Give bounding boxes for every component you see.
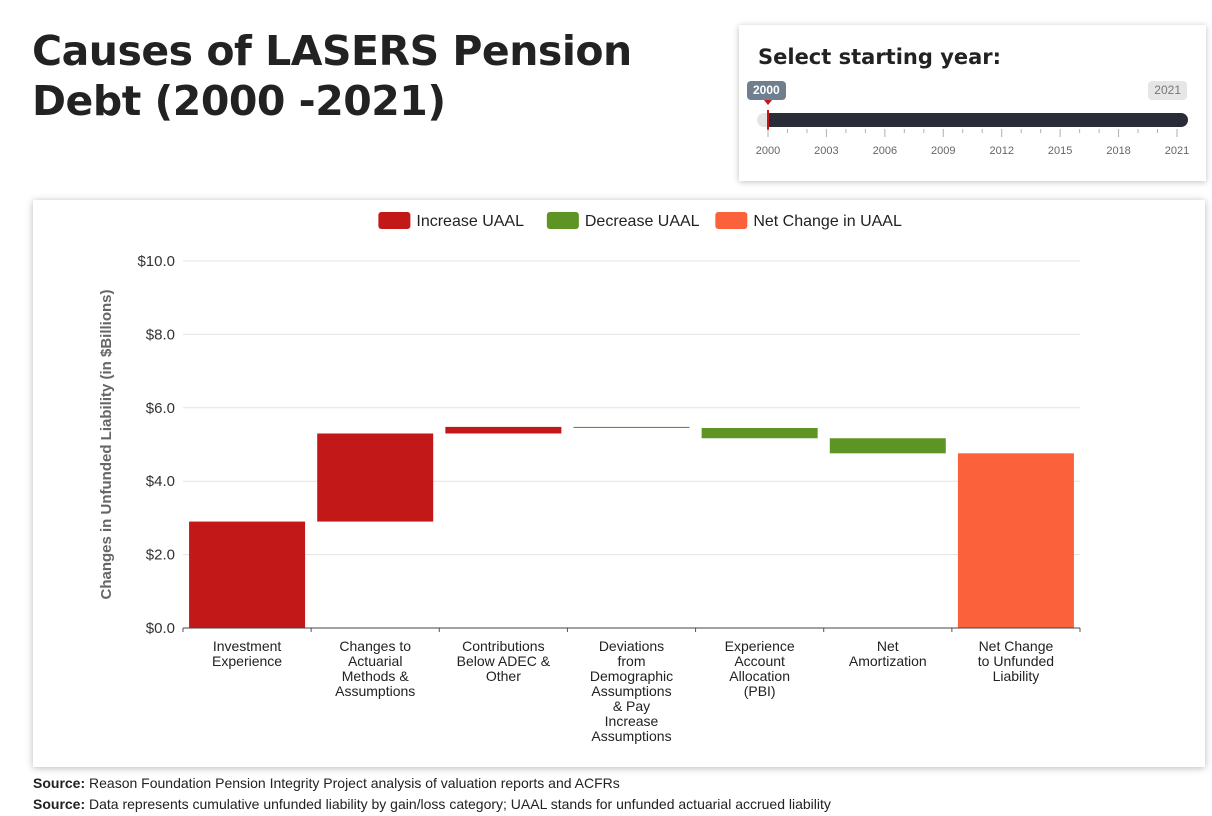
x-tick-label: Assumptions [591, 728, 671, 744]
y-tick-label: $10.0 [137, 253, 175, 270]
x-tick-label: to Unfunded [978, 653, 1054, 669]
x-tick-label: Other [486, 668, 521, 684]
x-tick-label: Increase [605, 713, 659, 729]
x-tick-label: Deviations [599, 638, 664, 654]
x-tick-label: from [618, 653, 646, 669]
source-label: Source: [33, 775, 86, 791]
year-slider-label: Select starting year: [758, 45, 1002, 69]
waterfall-chart-card: $0.0 $2.0 $4.0 $6.0 $8.0 $10.0 Changes in Unfu… [33, 200, 1205, 767]
x-tick-label: Changes to [339, 638, 411, 654]
slider-tick-label: 2006 [873, 145, 897, 157]
source-label: Source: [33, 796, 86, 812]
x-tick-label: Amortization [849, 653, 927, 669]
slider-to-value: 2021 [1148, 81, 1187, 100]
y-tick-label: $0.0 [146, 620, 175, 637]
x-tick-label: (PBI) [744, 683, 776, 699]
slider-tick-label: 2003 [814, 145, 838, 157]
y-tick-label: $8.0 [146, 326, 175, 343]
x-tick-label: Assumptions [591, 683, 671, 699]
x-tick-label: Assumptions [335, 683, 415, 699]
x-tick-label: Experience [212, 653, 282, 669]
x-tick-label: Net [877, 638, 899, 654]
x-tick-label: Net Change [979, 638, 1054, 654]
bar [189, 521, 306, 628]
slider-tick-label: 2000 [756, 145, 780, 157]
year-slider-ticks: 2000 2003 2006 2009 2012 2015 2018 2021 [756, 129, 1189, 157]
year-slider-handle[interactable] [757, 113, 769, 127]
slider-tick-label: 2012 [989, 145, 1013, 157]
slider-tick-label: 2018 [1106, 145, 1130, 157]
x-tick-label: Account [734, 653, 785, 669]
y-axis-title: Changes in Unfunded Liability (in $Billi… [98, 289, 115, 599]
bar [445, 426, 562, 434]
x-tick-label: Investment [213, 638, 282, 654]
y-tick-label: $6.0 [146, 400, 175, 417]
year-slider-handle-marker[interactable] [767, 110, 769, 130]
x-tick-label: & Pay [613, 698, 650, 714]
bar [317, 433, 434, 522]
year-slider-panel: Select starting year: 2000 2021 2000 2003… [739, 25, 1206, 181]
legend-swatch [546, 212, 579, 229]
legend-swatch [715, 212, 748, 229]
y-tick-label: $2.0 [146, 547, 175, 564]
slider-from-value: 2000 [747, 81, 786, 105]
source-note-1: Source: Reason Foundation Pension Integr… [33, 775, 620, 791]
year-slider-track[interactable] [759, 113, 1188, 127]
waterfall-chart: $0.0 $2.0 $4.0 $6.0 $8.0 $10.0 Changes in Unfu… [98, 212, 1081, 744]
x-tick-label: Contributions [462, 638, 545, 654]
bar [829, 438, 946, 454]
x-tick-label: Methods & [342, 668, 410, 684]
source-text: Reason Foundation Pension Integrity Proj… [89, 775, 620, 791]
bar [701, 427, 818, 439]
slider-tick-label: 2015 [1048, 145, 1072, 157]
x-tick-label: Liability [993, 668, 1040, 684]
legend-label: Increase UAAL [416, 213, 524, 230]
x-tick-label: Actuarial [348, 653, 402, 669]
source-text: Data represents cumulative unfunded liab… [89, 796, 831, 812]
x-tick-label: Allocation [729, 668, 790, 684]
bar [573, 426, 690, 428]
x-tick-label: Demographic [590, 668, 673, 684]
legend-label: Decrease UAAL [585, 213, 700, 230]
x-tick-label: Below ADEC & [457, 653, 551, 669]
y-tick-label: $4.0 [146, 473, 175, 490]
slider-tick-label: 2009 [931, 145, 955, 157]
legend-label: Net Change in UAAL [753, 213, 902, 230]
source-note-2: Source: Data represents cumulative unfun… [33, 796, 831, 812]
page-title: Causes of LASERS Pension Debt (2000 -202… [32, 27, 632, 125]
slider-tick-label: 2021 [1165, 145, 1189, 157]
x-tick-label: Experience [725, 638, 795, 654]
bar [957, 453, 1074, 628]
legend-swatch [378, 212, 411, 229]
